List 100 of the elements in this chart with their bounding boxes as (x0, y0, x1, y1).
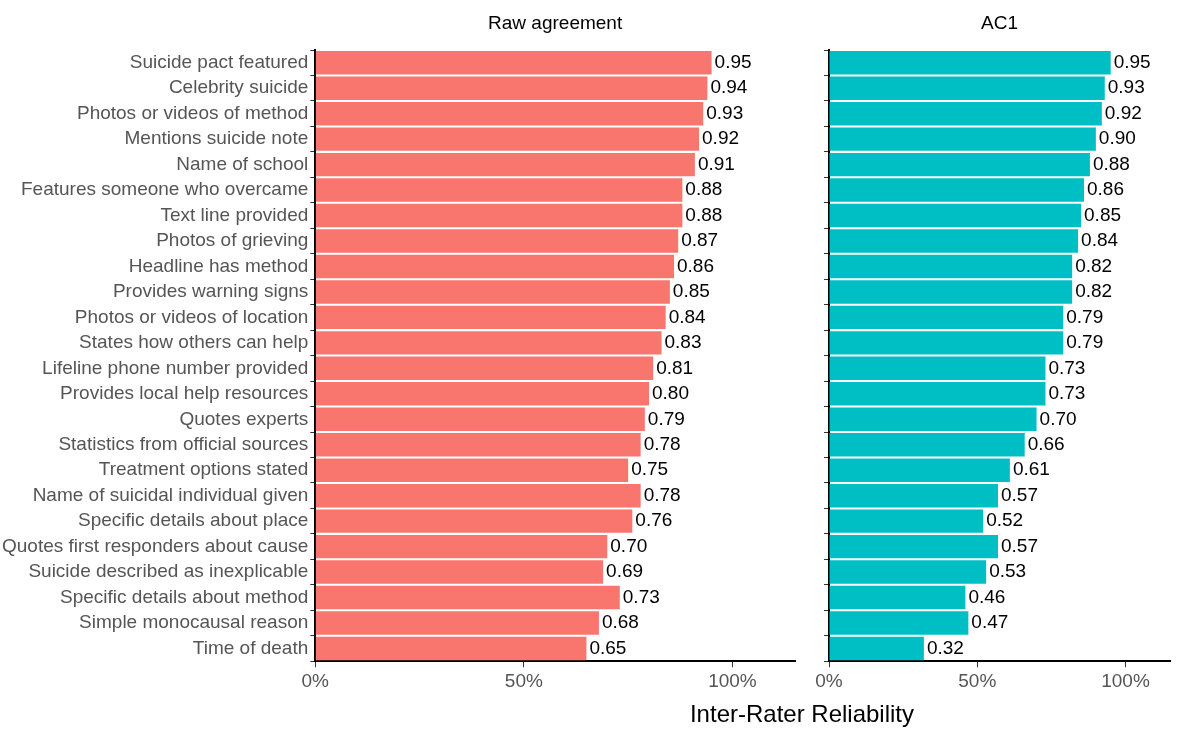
bar (829, 203, 1082, 228)
data-label: 0.65 (589, 636, 627, 658)
x-tick-label: 50% (504, 669, 543, 691)
y-tick-label: States how others can help (79, 331, 309, 353)
bar (829, 534, 999, 559)
data-label: 0.93 (706, 101, 744, 123)
bar (829, 178, 1085, 202)
data-label: 0.76 (635, 509, 673, 531)
bar (829, 407, 1037, 431)
x-axis-title: Inter-Rater Reliability (688, 700, 916, 728)
y-tick-label: Suicide described as inexplicable (28, 560, 309, 582)
bar (315, 331, 662, 355)
bar (829, 509, 984, 533)
bar (829, 76, 1105, 100)
bar (315, 51, 712, 75)
data-label: 0.78 (643, 483, 681, 505)
bar (315, 534, 608, 559)
data-label: 0.57 (1001, 534, 1038, 556)
data-label: 0.85 (1084, 203, 1122, 225)
data-label: 0.85 (672, 280, 710, 302)
bar (829, 229, 1079, 253)
data-label: 0.83 (664, 331, 702, 353)
bar (315, 585, 620, 610)
y-tick-label: Simple monocausal reason (79, 611, 309, 633)
data-label: 0.88 (685, 203, 723, 225)
bar (829, 305, 1064, 330)
data-label: 0.92 (1104, 101, 1142, 123)
data-label: 0.52 (986, 509, 1024, 531)
y-tick-label: Celebrity suicide (168, 76, 309, 98)
y-tick-label: Statistics from official sources (58, 432, 309, 454)
bar (829, 356, 1046, 381)
bar (315, 636, 587, 661)
y-tick-label: Headline has method (128, 254, 309, 276)
chart-title: AC1 (981, 12, 1018, 34)
y-tick-label: Provides local help resources (60, 382, 309, 404)
y-tick-label: Quotes first responders about cause (1, 534, 309, 556)
data-label: 0.84 (1081, 229, 1119, 251)
bar (829, 254, 1073, 279)
y-tick-label: Provides warning signs (112, 280, 309, 302)
y-tick-label: Name of suicidal individual given (32, 483, 309, 505)
data-label: 0.70 (1039, 407, 1077, 429)
data-label: 0.32 (926, 636, 964, 658)
data-label: 0.94 (710, 76, 748, 98)
data-label: 0.82 (1075, 280, 1113, 302)
bar (315, 101, 704, 126)
data-label: 0.61 (1012, 458, 1050, 480)
data-label: 0.91 (697, 152, 735, 174)
bar (829, 127, 1096, 151)
data-label: 0.73 (1048, 356, 1086, 378)
bar (315, 305, 666, 330)
x-tick-label: 0% (815, 669, 843, 691)
bar (829, 458, 1010, 482)
data-label: 0.81 (656, 356, 694, 378)
data-label: 0.57 (1001, 483, 1038, 505)
bar (315, 382, 649, 406)
y-tick-label: Name of school (176, 152, 309, 174)
bar (829, 636, 924, 661)
bar (829, 585, 966, 610)
bar (315, 152, 695, 177)
y-tick-label: Specific details about method (60, 585, 309, 607)
bar (315, 127, 700, 151)
data-label: 0.75 (631, 458, 669, 480)
bar (315, 560, 604, 584)
y-tick-label: Photos of grieving (156, 229, 309, 251)
x-tick-label: 50% (958, 669, 997, 691)
data-label: 0.73 (622, 585, 660, 607)
data-label: 0.84 (668, 305, 707, 327)
bar (315, 483, 641, 508)
y-tick-label: Time of death (192, 636, 309, 658)
data-label: 0.79 (647, 407, 685, 429)
data-label: 0.68 (601, 611, 639, 633)
y-tick-label: Quotes experts (179, 407, 309, 429)
bar (315, 280, 670, 304)
bar (829, 331, 1064, 355)
data-label: 0.82 (1075, 254, 1113, 276)
bar (829, 433, 1025, 457)
data-label: 0.47 (971, 611, 1009, 633)
chart-title: Raw agreement (488, 12, 623, 34)
data-label: 0.79 (1066, 331, 1104, 353)
data-label: 0.87 (681, 229, 719, 251)
data-label: 0.69 (606, 560, 644, 582)
data-label: 0.90 (1098, 127, 1136, 149)
bar (315, 611, 599, 635)
data-label: 0.70 (610, 534, 648, 556)
x-tick-label: 100% (708, 669, 757, 691)
y-tick-label: Specific details about place (78, 509, 309, 531)
x-tick-label: 100% (1101, 669, 1150, 691)
data-label: 0.66 (1027, 432, 1065, 454)
bar (315, 407, 645, 431)
y-tick-label: Suicide pact featured (129, 50, 309, 72)
bar (829, 101, 1102, 126)
x-tick-label: 0% (301, 669, 330, 691)
data-label: 0.86 (677, 254, 715, 276)
bar (315, 203, 683, 228)
bar (829, 483, 999, 508)
y-tick-label: Text line provided (160, 203, 309, 225)
bar (829, 560, 987, 584)
data-label: 0.46 (968, 585, 1006, 607)
data-label: 0.80 (652, 382, 689, 404)
y-tick-label: Treatment options stated (98, 458, 309, 480)
